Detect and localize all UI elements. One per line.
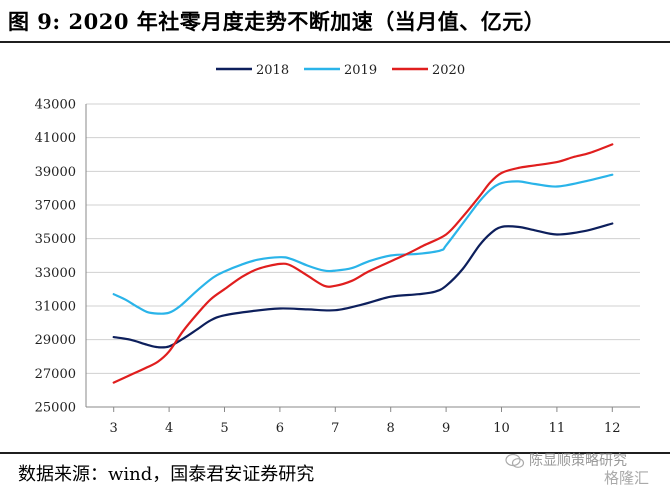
- series-line-2019: [112, 173, 614, 315]
- y-tick-label: 31000: [35, 300, 76, 315]
- y-tick-label: 25000: [35, 401, 76, 416]
- legend-label: 2019: [344, 63, 377, 78]
- x-tick-label: 12: [604, 421, 621, 436]
- legend-item-2020: 2020: [392, 63, 465, 78]
- y-tick-label: 27000: [35, 367, 76, 382]
- y-tick-labels: 25000 27000 29000 31000 33000 35000 37000 39000…: [35, 98, 76, 416]
- series-line-2018: [112, 222, 614, 349]
- x-tick-label: 11: [549, 421, 566, 436]
- x-tick-label: 3: [110, 421, 118, 436]
- x-tick-label: 8: [387, 421, 395, 436]
- source-note: 数据来源：wind，国泰君安证券研究: [18, 464, 315, 485]
- y-tick-label: 41000: [35, 131, 76, 146]
- x-tick-label: 6: [276, 421, 284, 436]
- x-tick-label: 9: [442, 421, 450, 436]
- y-tick-label: 43000: [35, 98, 76, 113]
- x-tick-labels: 3 4 5 6 7 8 9 10 11 12: [110, 421, 621, 436]
- gridlines: [86, 103, 640, 374]
- watermark-brand: 格隆汇: [604, 469, 650, 487]
- y-tick-label: 29000: [35, 333, 76, 348]
- legend-item-2018: 2018: [216, 63, 289, 78]
- axes: [85, 104, 640, 412]
- x-tick-label: 7: [331, 421, 339, 436]
- legend-label: 2020: [432, 63, 465, 78]
- wechat-icon: [505, 454, 525, 468]
- y-tick-label: 37000: [35, 199, 76, 214]
- line-chart: 25000 27000 29000 31000 33000 35000 37000 39000…: [35, 63, 640, 436]
- series-lines: [112, 143, 614, 384]
- legend-item-2019: 2019: [304, 63, 377, 78]
- series-line-2020: [112, 143, 614, 384]
- legend: 2018 2019 2020: [216, 63, 465, 78]
- x-tick-label: 4: [165, 421, 173, 436]
- x-tick-label: 5: [220, 421, 228, 436]
- watermark: 陈显顺策略研究: [505, 450, 627, 470]
- y-tick-label: 35000: [35, 232, 76, 247]
- y-tick-label: 39000: [35, 165, 76, 180]
- legend-label: 2018: [256, 63, 289, 78]
- title-divider: [0, 41, 670, 43]
- x-tick-label: 10: [493, 421, 510, 436]
- page-title: 图 9: 2020 年社零月度走势不断加速（当月值、亿元）: [8, 9, 546, 34]
- y-tick-label: 33000: [35, 266, 76, 281]
- source-divider: [0, 452, 670, 454]
- watermark-account: 陈显顺策略研究: [529, 453, 627, 469]
